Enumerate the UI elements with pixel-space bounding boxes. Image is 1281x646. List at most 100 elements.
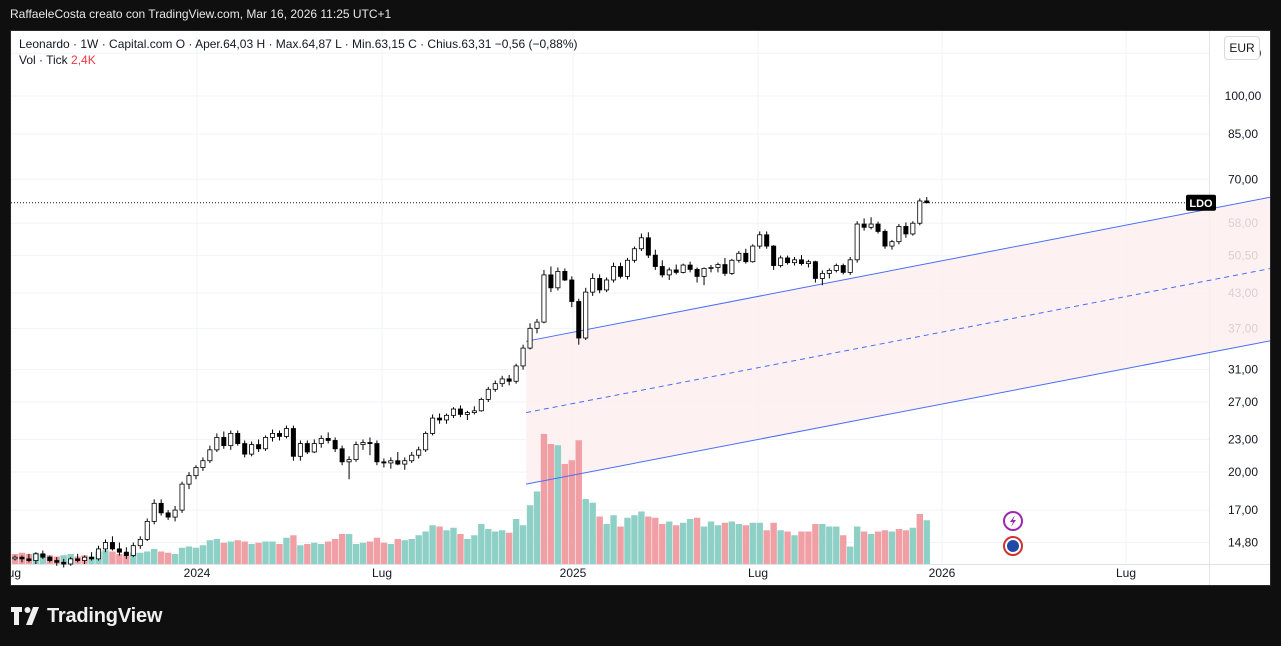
chart-pane[interactable]: Lug2024Lug2025Lug2026Lug120,00100,0085,0…: [10, 30, 1271, 586]
volume-bar: [777, 530, 784, 564]
candle-up: [102, 542, 108, 550]
candle-down: [882, 231, 888, 247]
eu-flag-icon: [1007, 540, 1019, 552]
volume-bar: [540, 434, 548, 564]
candle-up: [527, 327, 533, 349]
volume-bar: [533, 491, 541, 564]
candle-down: [597, 278, 603, 291]
volume-bar: [318, 544, 325, 564]
candle-down: [903, 226, 909, 235]
volume-bar: [512, 519, 520, 564]
candle-up: [701, 268, 707, 277]
candle-down: [47, 556, 53, 561]
x-axis-tick-label: 2025: [560, 566, 587, 580]
volume-bar: [659, 524, 666, 564]
candle-down: [116, 548, 122, 553]
candle-up: [715, 264, 721, 268]
candle-down: [19, 556, 25, 560]
candle-down: [722, 264, 728, 274]
volume-bar: [269, 541, 276, 564]
candle-down: [506, 378, 512, 382]
candle-down: [221, 437, 227, 447]
candle-up: [68, 558, 74, 565]
volume-bar: [387, 544, 395, 564]
volume-bar: [888, 531, 896, 564]
channel-upper-line: [526, 196, 1270, 342]
candle-up: [283, 428, 289, 437]
price-chart[interactable]: Lug2024Lug2025Lug2026Lug120,00100,0085,0…: [11, 31, 1271, 586]
volume-bar: [422, 531, 429, 564]
candle-up: [805, 261, 811, 265]
candle-down: [54, 560, 60, 563]
candle-down: [165, 512, 171, 518]
volume-bar: [457, 534, 464, 564]
volume-bar: [234, 540, 241, 564]
volume-bar: [450, 527, 457, 564]
volume-bar: [429, 525, 436, 564]
candle-up: [534, 321, 540, 329]
last-price-label: LDO: [1189, 198, 1213, 210]
volume-bar: [756, 522, 763, 564]
volume-bar: [561, 464, 569, 564]
candle-up: [144, 520, 150, 540]
y-axis-tick-label: 17,00: [1228, 503, 1258, 517]
candle-down: [395, 460, 401, 465]
volume-bar: [805, 531, 812, 564]
volume-bar: [735, 524, 743, 564]
volume-bar: [812, 524, 819, 564]
chart-legend: Leonardo · 1W · Capital.com O · Aper.64,…: [19, 36, 578, 68]
candle-up: [249, 444, 255, 455]
candle-down: [367, 442, 373, 444]
channel-fill: [526, 197, 1270, 485]
volume-bar: [338, 534, 346, 564]
candle-up: [360, 442, 366, 445]
volume-bar: [171, 554, 179, 564]
y-axis-tick-label: 20,00: [1228, 465, 1258, 479]
candle-down: [61, 561, 67, 565]
candle-up: [464, 412, 470, 415]
volume-bar: [895, 529, 903, 564]
volume-bar: [359, 542, 367, 564]
volume-bar: [707, 521, 715, 564]
volume-bar: [178, 547, 186, 564]
volume-bar: [742, 525, 749, 564]
tradingview-branding[interactable]: TradingView: [11, 603, 162, 629]
candle-down: [235, 433, 241, 444]
volume-bar: [798, 531, 805, 564]
volume-bar: [791, 535, 798, 564]
candle-up: [200, 460, 206, 468]
candle-up: [388, 460, 394, 464]
volume-bar: [700, 526, 708, 564]
volume-bar: [645, 516, 652, 564]
volume-bar: [596, 516, 603, 564]
candle-down: [304, 443, 310, 453]
volume-bar: [443, 530, 450, 564]
volume-bar: [199, 545, 207, 564]
volume-bar: [276, 544, 283, 564]
volume-bar: [714, 525, 722, 564]
volume-bar: [352, 544, 360, 564]
candle-up: [826, 270, 832, 274]
candle-down: [861, 223, 867, 228]
candle-up: [402, 460, 408, 465]
candle-up: [666, 269, 672, 276]
candle-up: [854, 223, 860, 261]
volume-bar: [206, 540, 214, 564]
volume-bar: [345, 534, 353, 564]
tradingview-logo-icon: [11, 607, 39, 625]
brand-name: TradingView: [47, 604, 163, 627]
volume-bar: [826, 526, 833, 564]
candle-up: [520, 347, 526, 367]
candle-up: [346, 459, 352, 463]
y-axis-tick-label: 31,00: [1228, 363, 1258, 377]
volume-bar: [819, 524, 826, 564]
candle-up: [485, 388, 491, 400]
volume-bar: [519, 525, 527, 564]
candle-up: [179, 483, 185, 511]
candle-down: [743, 252, 749, 263]
volume-bar: [164, 552, 172, 564]
candle-down: [618, 266, 624, 277]
currency-button[interactable]: EUR: [1224, 36, 1260, 60]
volume-bar: [881, 530, 889, 564]
candle-down: [659, 266, 665, 276]
